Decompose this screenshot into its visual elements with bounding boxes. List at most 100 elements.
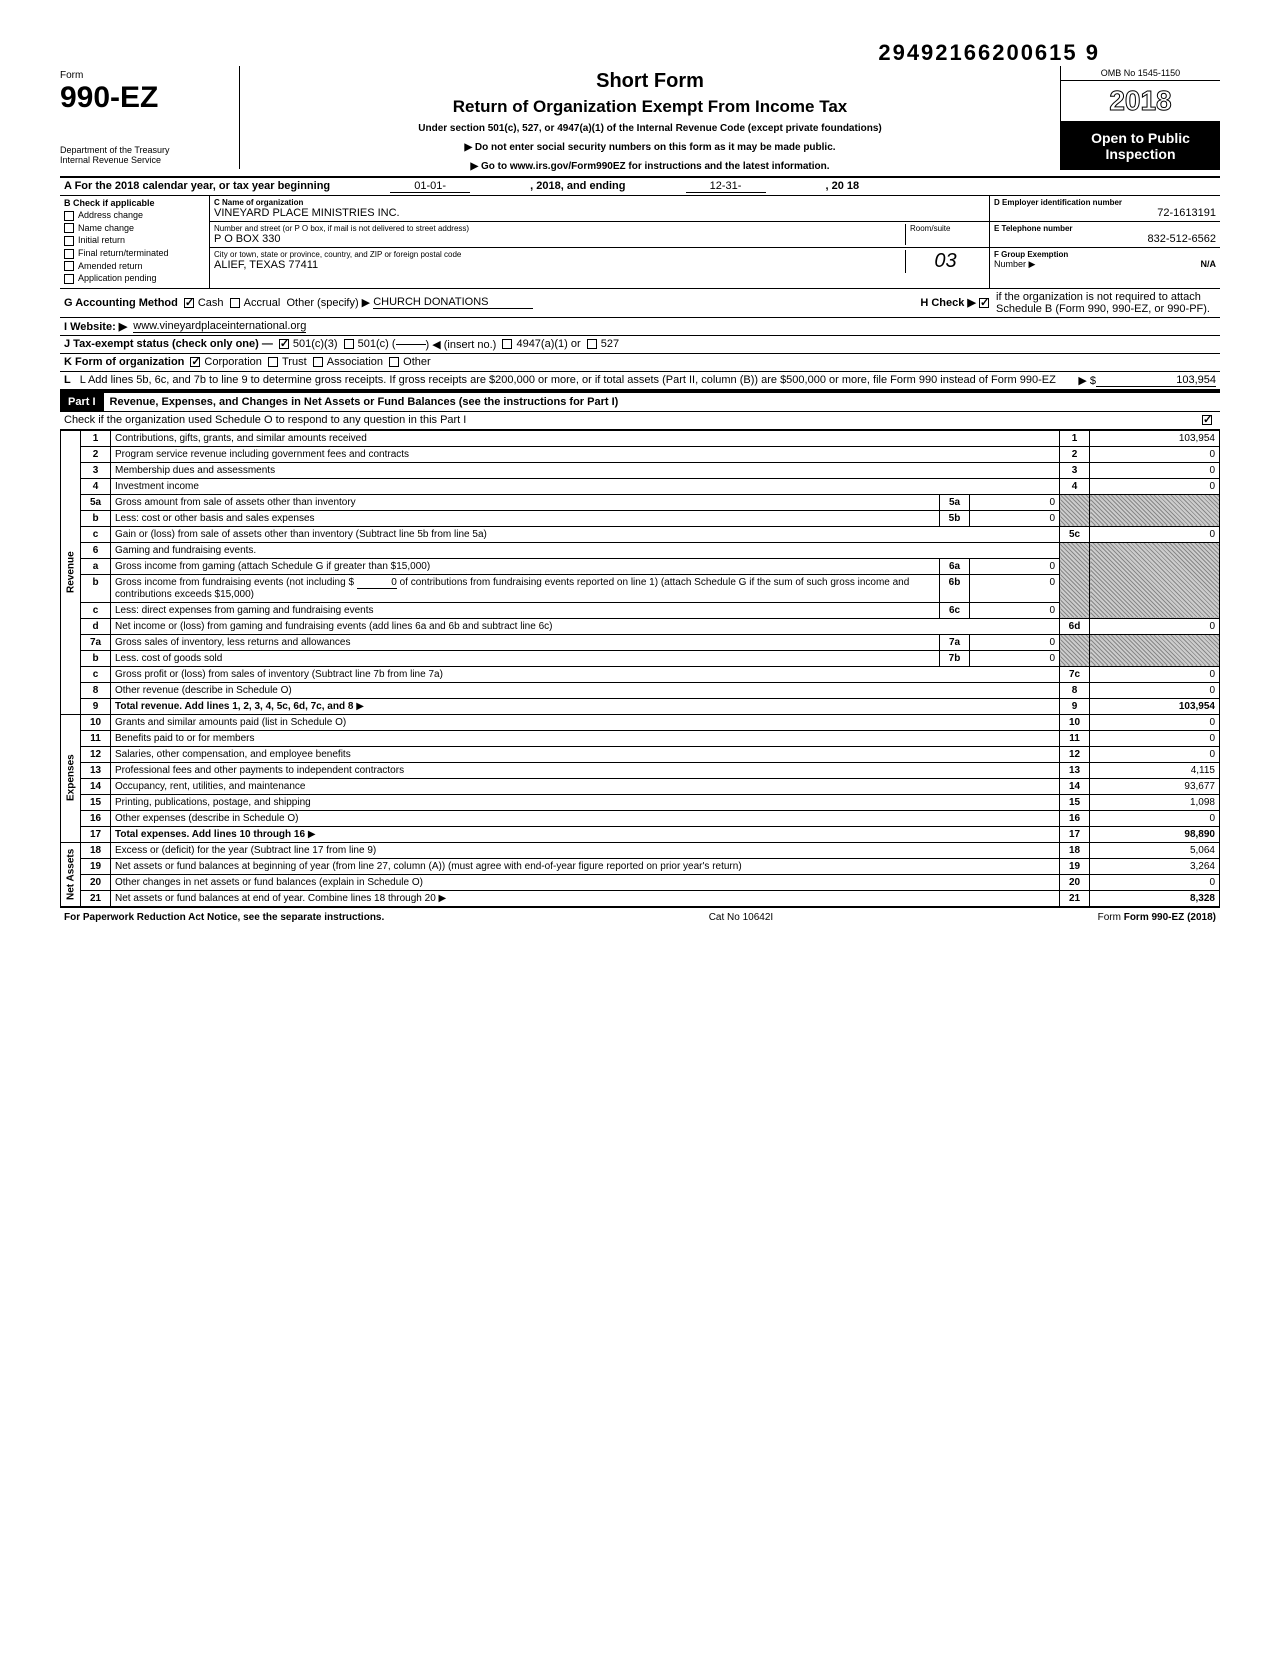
check-4947[interactable] (502, 339, 512, 349)
row-6-desc: Gaming and fundraising events. (115, 545, 256, 556)
row-6d-desc: Net income or (loss) from gaming and fun… (115, 621, 552, 632)
row-7b-desc: Less. cost of goods sold (115, 653, 222, 664)
row-7a-desc: Gross sales of inventory, less returns a… (115, 637, 350, 648)
check-address-change[interactable]: Address change (64, 210, 205, 221)
row-17-amount: 98,890 (1090, 826, 1220, 842)
line-a: A For the 2018 calendar year, or tax yea… (60, 178, 1220, 196)
expenses-sidebar: Expenses (61, 714, 81, 842)
row-5a-amount: 0 (970, 494, 1060, 510)
check-accrual[interactable] (230, 298, 240, 308)
street-label: Number and street (or P O box, if mail i… (214, 224, 905, 233)
row-7c-desc: Gross profit or (loss) from sales of inv… (115, 669, 443, 680)
line-a-prefix: A For the 2018 calendar year, or tax yea… (64, 180, 330, 193)
row-5b-amount: 0 (970, 510, 1060, 526)
irs-label: Internal Revenue Service (60, 155, 231, 165)
ein-label: D Employer identification number (994, 198, 1216, 207)
footer-mid: Cat No 10642I (709, 912, 774, 923)
row-6a-desc: Gross income from gaming (attach Schedul… (115, 561, 430, 572)
check-527[interactable] (587, 339, 597, 349)
check-cash[interactable] (184, 298, 194, 308)
line-k-label: K Form of organization (64, 356, 184, 368)
room-label: Room/suite (910, 224, 985, 233)
goto-note: ▶ Go to www.irs.gov/Form990EZ for instru… (250, 161, 1050, 172)
row-6b-amount: 0 (970, 574, 1060, 602)
form-number: 990-EZ (60, 81, 158, 114)
row-17-desc: Total expenses. Add lines 10 through 16 (115, 829, 305, 840)
org-name-label: C Name of organization (214, 198, 985, 207)
header-right: OMB No 1545-1150 2018 Open to PublicInsp… (1060, 66, 1220, 170)
tax-year: 2018 (1061, 81, 1220, 122)
line-a-mid: , 2018, and ending (530, 180, 625, 193)
part-1-check-line: Check if the organization used Schedule … (60, 412, 1220, 430)
row-20-amount: 0 (1090, 874, 1220, 890)
section-bcd: B Check if applicable Address change Nam… (60, 196, 1220, 289)
row-13-desc: Professional fees and other payments to … (115, 765, 404, 776)
row-10-desc: Grants and similar amounts paid (list in… (115, 717, 346, 728)
row-13-amount: 4,115 (1090, 762, 1220, 778)
form-page: 29492166200615 9 Form 990-EZ Department … (60, 40, 1220, 927)
row-19-desc: Net assets or fund balances at beginning… (115, 861, 742, 872)
netassets-sidebar: Net Assets (61, 842, 81, 906)
check-schedule-b[interactable] (979, 298, 989, 308)
return-title: Return of Organization Exempt From Incom… (250, 97, 1050, 117)
check-amended-return[interactable]: Amended return (64, 261, 205, 272)
room-value: 03 (905, 250, 985, 273)
row-5a-desc: Gross amount from sale of assets other t… (115, 497, 356, 508)
row-19-amount: 3,264 (1090, 858, 1220, 874)
check-final-return[interactable]: Final return/terminated (64, 248, 205, 259)
row-7b-amount: 0 (970, 650, 1060, 666)
under-section: Under section 501(c), 527, or 4947(a)(1)… (250, 123, 1050, 134)
check-501c[interactable] (344, 339, 354, 349)
group-value: N/A (1201, 259, 1217, 270)
part-1-check-text: Check if the organization used Schedule … (64, 414, 1202, 426)
row-18-amount: 5,064 (1090, 842, 1220, 858)
check-trust[interactable] (268, 357, 278, 367)
check-application-pending[interactable]: Application pending (64, 273, 205, 284)
row-3-amount: 0 (1090, 462, 1220, 478)
line-l-text: L Add lines 5b, 6c, and 7b to line 9 to … (80, 374, 1056, 386)
row-15-amount: 1,098 (1090, 794, 1220, 810)
row-7a-amount: 0 (970, 634, 1060, 650)
form-header: Form 990-EZ Department of the Treasury I… (60, 66, 1220, 178)
row-5c-desc: Gain or (loss) from sale of assets other… (115, 529, 487, 540)
row-6d-amount: 0 (1090, 618, 1220, 634)
line-l-value: 103,954 (1096, 374, 1216, 387)
line-h-label: H Check ▶ (920, 296, 976, 309)
check-initial-return[interactable]: Initial return (64, 235, 205, 246)
row-16-desc: Other expenses (describe in Schedule O) (115, 813, 298, 824)
row-1-desc: Contributions, gifts, grants, and simila… (115, 433, 367, 444)
line-a-suffix: , 20 18 (826, 180, 860, 193)
line-k: K Form of organization Corporation Trust… (60, 354, 1220, 372)
ein-value: 72-1613191 (994, 207, 1216, 219)
public-inspection-banner: Open to PublicInspection (1061, 122, 1220, 170)
row-21-amount: 8,328 (1090, 890, 1220, 906)
row-2-amount: 0 (1090, 446, 1220, 462)
section-b: B Check if applicable Address change Nam… (60, 196, 210, 288)
check-other-org[interactable] (389, 357, 399, 367)
check-501c3[interactable] (279, 339, 289, 349)
check-name-change[interactable]: Name change (64, 223, 205, 234)
row-7c-amount: 0 (1090, 666, 1220, 682)
city-label: City or town, state or province, country… (214, 250, 905, 259)
row-5b-desc: Less: cost or other basis and sales expe… (115, 513, 315, 524)
part-1-label: Part I (60, 393, 104, 411)
row-5c-amount: 0 (1090, 526, 1220, 542)
section-def: D Employer identification number 72-1613… (990, 196, 1220, 288)
check-association[interactable] (313, 357, 323, 367)
line-a-begin: 01-01- (390, 180, 470, 193)
row-21-desc: Net assets or fund balances at end of ye… (115, 893, 436, 904)
footer-right: Form Form 990-EZ (2018) (1098, 912, 1216, 923)
header-left: Form 990-EZ Department of the Treasury I… (60, 66, 240, 169)
line-a-end: 12-31- (686, 180, 766, 193)
row-1-amount: 103,954 (1090, 430, 1220, 446)
street-value: P O BOX 330 (214, 233, 905, 245)
tel-value: 832-512-6562 (994, 233, 1216, 245)
check-schedule-o[interactable] (1202, 415, 1212, 425)
part-1-table: Revenue 1Contributions, gifts, grants, a… (60, 430, 1220, 907)
row-4-amount: 0 (1090, 478, 1220, 494)
part-1-title: Revenue, Expenses, and Changes in Net As… (104, 393, 1220, 411)
check-corporation[interactable] (190, 357, 200, 367)
line-h-suffix: if the organization is not required to a… (996, 291, 1216, 315)
section-c: C Name of organization VINEYARD PLACE MI… (210, 196, 990, 288)
row-12-desc: Salaries, other compensation, and employ… (115, 749, 351, 760)
